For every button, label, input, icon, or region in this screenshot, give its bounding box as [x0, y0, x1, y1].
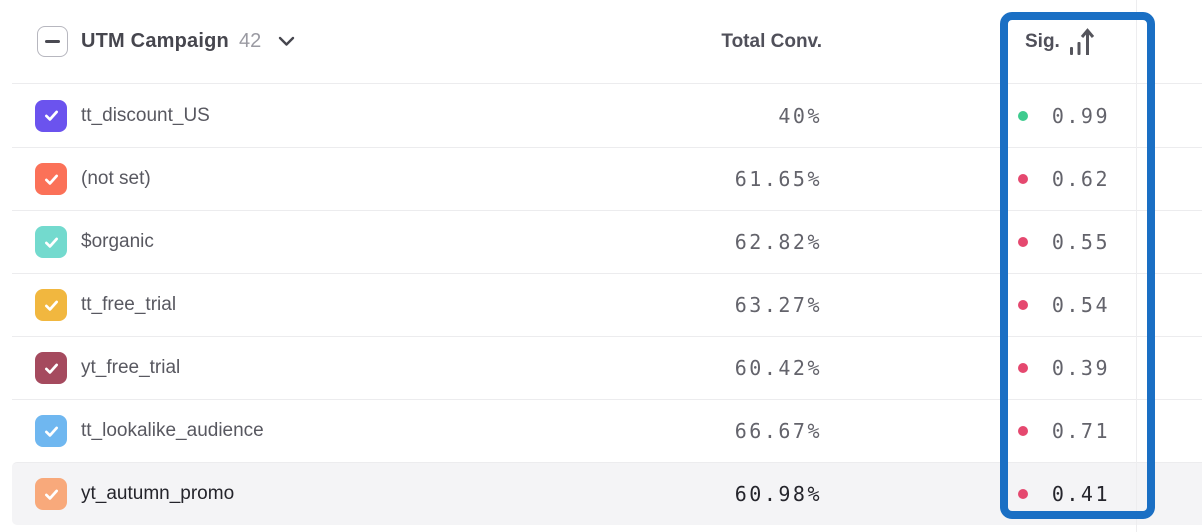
- checkmark-icon: [44, 300, 58, 311]
- row-checkbox[interactable]: [35, 415, 67, 447]
- row-checkbox[interactable]: [35, 99, 67, 132]
- sig-dot: [1018, 363, 1028, 373]
- sig-value: 0.54: [1051, 293, 1110, 317]
- sig-value: 0.39: [1051, 356, 1110, 380]
- table-row[interactable]: tt_lookalike_audience 66.67% 0.71: [12, 399, 1202, 462]
- checkmark-icon: [44, 489, 58, 500]
- sig-cell: 0.55: [1018, 230, 1110, 254]
- total-conv-value: 60.42%: [734, 356, 822, 380]
- row-checkbox[interactable]: [35, 289, 67, 321]
- sig-dot: [1018, 426, 1028, 436]
- select-all-checkbox[interactable]: [37, 26, 68, 57]
- checkmark-icon: [44, 110, 58, 121]
- sig-cell: 0.41: [1018, 482, 1110, 506]
- table-header: UTM Campaign 42 Total Conv. Sig.: [0, 0, 1202, 84]
- sig-dot: [1018, 174, 1028, 184]
- sort-ascending-icon[interactable]: [1069, 27, 1096, 56]
- campaign-label: tt_lookalike_audience: [81, 420, 264, 441]
- total-conv-value: 60.98%: [734, 482, 822, 506]
- table-row[interactable]: (not set) 61.65% 0.62: [12, 147, 1202, 210]
- sig-dot: [1018, 110, 1028, 121]
- table-row[interactable]: tt_free_trial 63.27% 0.54: [12, 273, 1202, 336]
- campaign-cell: yt_free_trial: [35, 352, 180, 384]
- campaign-cell: $organic: [35, 226, 154, 258]
- checkmark-icon: [44, 174, 58, 185]
- campaign-cell: yt_autumn_promo: [35, 478, 234, 510]
- row-checkbox[interactable]: [35, 163, 67, 195]
- total-conv-column-header[interactable]: Total Conv.: [721, 0, 822, 83]
- sig-cell: 0.39: [1018, 356, 1110, 380]
- sig-dot: [1018, 489, 1028, 499]
- campaign-column-header: UTM Campaign 42: [37, 0, 295, 83]
- sig-dot: [1018, 237, 1028, 247]
- checkmark-icon: [44, 237, 58, 248]
- campaign-cell: tt_discount_US: [35, 99, 210, 132]
- sig-cell: 0.62: [1018, 167, 1110, 191]
- sig-value: 0.41: [1051, 482, 1110, 506]
- sig-value: 0.99: [1051, 103, 1110, 128]
- sig-cell: 0.54: [1018, 293, 1110, 317]
- sig-cell: 0.71: [1018, 419, 1110, 443]
- campaign-cell: (not set): [35, 163, 151, 195]
- checkmark-icon: [44, 426, 58, 437]
- campaign-label: $organic: [81, 231, 154, 252]
- row-checkbox[interactable]: [35, 352, 67, 384]
- total-conv-value: 63.27%: [734, 293, 822, 317]
- total-conv-value: 40%: [778, 103, 822, 128]
- indeterminate-minus-icon: [45, 40, 60, 43]
- sig-cell: 0.99: [1018, 104, 1110, 128]
- total-conv-value: 62.82%: [734, 230, 822, 254]
- campaign-label: tt_free_trial: [81, 294, 177, 315]
- header-divider: [12, 83, 1202, 84]
- campaign-cell: tt_free_trial: [35, 289, 176, 321]
- sig-value: 0.62: [1051, 167, 1110, 191]
- campaign-count-badge: 42: [238, 30, 262, 52]
- total-conv-value: 61.65%: [734, 167, 822, 191]
- table-row[interactable]: $organic 62.82% 0.55: [12, 210, 1202, 273]
- total-conv-value: 66.67%: [734, 419, 822, 443]
- campaign-label: (not set): [81, 168, 151, 189]
- campaign-cell: tt_lookalike_audience: [35, 415, 264, 447]
- sig-value: 0.55: [1051, 230, 1110, 254]
- total-conv-title: Total Conv.: [721, 30, 822, 52]
- campaign-label: yt_autumn_promo: [81, 483, 235, 504]
- sig-value: 0.71: [1051, 419, 1110, 443]
- sig-title: Sig.: [1025, 30, 1060, 52]
- table-row[interactable]: yt_free_trial 60.42% 0.39: [12, 336, 1202, 399]
- chevron-down-icon[interactable]: [278, 36, 295, 47]
- sig-column-header[interactable]: Sig.: [1025, 0, 1096, 83]
- table-body: tt_discount_US 40% 0.99 (not set) 61.65%: [12, 84, 1202, 525]
- row-checkbox[interactable]: [35, 478, 67, 510]
- checkmark-icon: [44, 363, 58, 374]
- campaign-column-title: UTM Campaign: [81, 30, 229, 52]
- table-row[interactable]: tt_discount_US 40% 0.99: [12, 84, 1202, 147]
- column-separator: [1136, 0, 1137, 532]
- campaign-label: tt_discount_US: [81, 104, 210, 126]
- row-checkbox[interactable]: [35, 226, 67, 258]
- sig-dot: [1018, 300, 1028, 310]
- campaign-label: yt_free_trial: [81, 357, 181, 378]
- table-row[interactable]: yt_autumn_promo 60.98% 0.41: [12, 462, 1202, 525]
